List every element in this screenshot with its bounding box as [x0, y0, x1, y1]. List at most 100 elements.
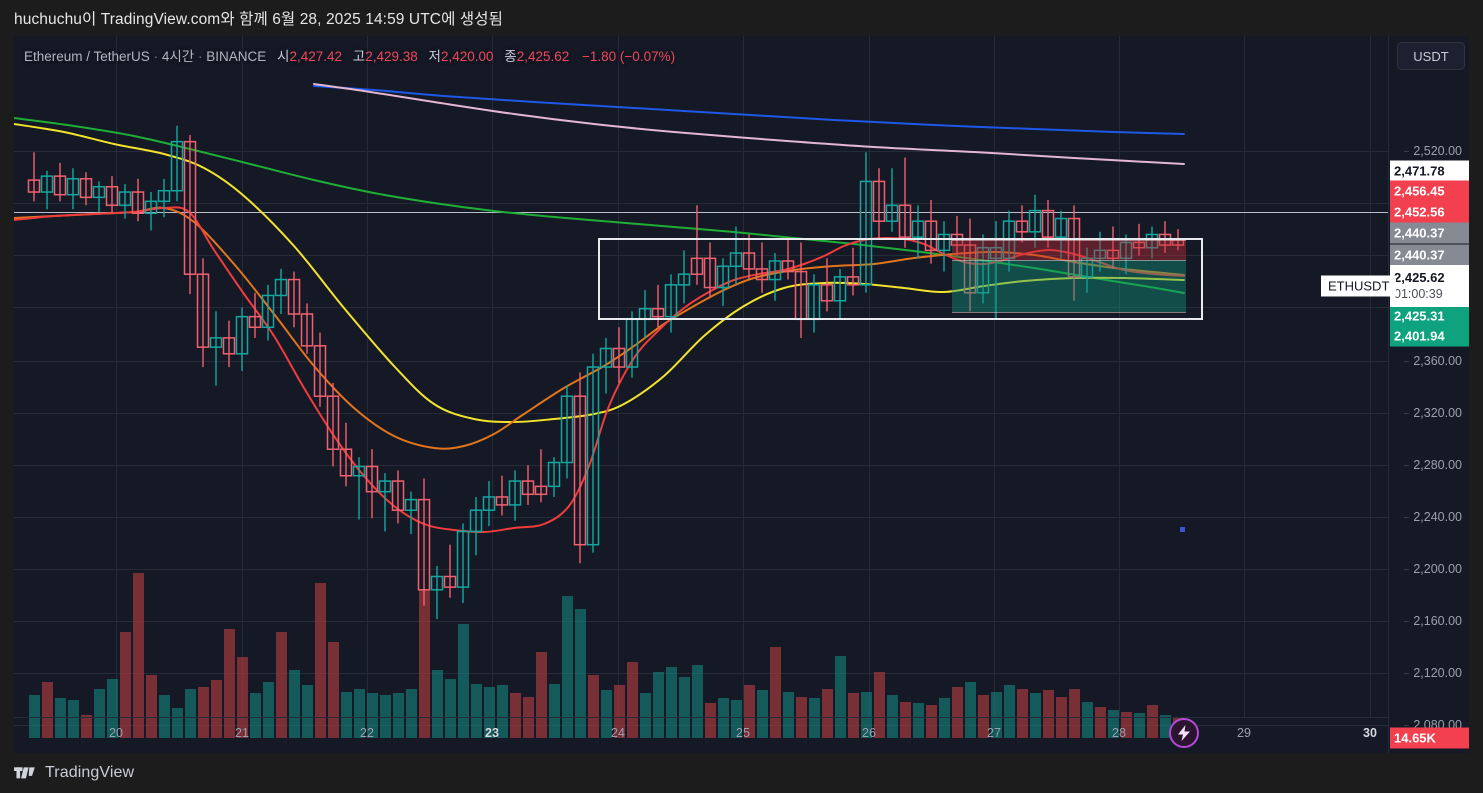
candlestick[interactable] [768, 253, 782, 301]
candlestick[interactable] [1145, 226, 1159, 259]
candlestick[interactable] [859, 152, 873, 293]
candlestick[interactable] [209, 311, 223, 386]
candlestick[interactable] [833, 268, 847, 320]
candlestick[interactable] [820, 258, 834, 312]
candlestick[interactable] [625, 311, 639, 378]
candlestick[interactable] [495, 475, 509, 516]
candlestick[interactable] [183, 135, 197, 295]
candlestick[interactable] [326, 382, 340, 467]
candlestick[interactable] [274, 268, 288, 315]
lightning-bolt-icon[interactable] [1169, 718, 1199, 748]
candlestick[interactable] [781, 237, 795, 280]
candlestick[interactable] [235, 307, 249, 372]
candlestick[interactable] [573, 372, 587, 564]
candlestick[interactable] [157, 178, 171, 218]
candlestick[interactable] [560, 385, 574, 479]
candlestick[interactable] [66, 168, 80, 210]
candlestick[interactable] [885, 168, 899, 232]
candlestick[interactable] [690, 205, 704, 285]
chart-pane[interactable]: Ethereum / TetherUS · 4시간 · BINANCE 시2,4… [14, 36, 1388, 753]
candlestick[interactable] [742, 234, 756, 280]
candlestick[interactable] [508, 470, 522, 521]
candlestick[interactable] [937, 221, 951, 272]
candlestick[interactable] [365, 449, 379, 519]
candlestick[interactable] [703, 242, 717, 299]
candlestick[interactable] [287, 271, 301, 328]
price-axis[interactable]: USDT 2,520.00 2,360.00 2,320.00 2,280.00 2,2… [1388, 36, 1469, 753]
chart-legend[interactable]: Ethereum / TetherUS · 4시간 · BINANCE 시2,4… [24, 45, 675, 65]
candlestick[interactable] [755, 242, 769, 293]
candlestick[interactable] [1080, 247, 1094, 293]
candlestick[interactable] [898, 157, 912, 248]
candlestick[interactable] [53, 162, 67, 202]
rectangle-drawing-tool[interactable] [598, 238, 1203, 320]
candlestick[interactable] [456, 523, 470, 604]
price-level-label[interactable]: 2,456.45 [1390, 180, 1469, 202]
price-level-label[interactable]: 2,471.78 [1390, 160, 1469, 182]
candlestick[interactable] [1054, 210, 1068, 259]
candlestick[interactable] [404, 491, 418, 535]
candlestick[interactable] [469, 496, 483, 556]
candlestick[interactable] [352, 457, 366, 520]
symbol-tag-label[interactable]: ETHUSDT [1321, 275, 1397, 297]
candlestick[interactable] [105, 176, 119, 214]
candlestick[interactable] [1067, 205, 1081, 301]
candlestick[interactable] [40, 170, 54, 210]
candlestick[interactable] [846, 247, 860, 296]
candlestick[interactable] [378, 473, 392, 532]
candlestick[interactable] [1106, 226, 1120, 269]
candlestick[interactable] [872, 168, 886, 240]
candlestick[interactable] [664, 274, 678, 333]
candlestick[interactable] [1119, 234, 1133, 275]
price-level-label[interactable]: 2,452.56 [1390, 201, 1469, 223]
candlestick[interactable] [339, 422, 353, 487]
candlestick[interactable] [547, 457, 561, 497]
candlestick[interactable] [313, 332, 327, 407]
candlestick[interactable] [27, 152, 41, 202]
candlestick[interactable] [924, 199, 938, 264]
price-level-label[interactable]: 2,440.37 [1390, 222, 1469, 244]
zone-edge-line[interactable] [952, 260, 1186, 261]
candlestick-series[interactable] [14, 36, 1388, 753]
zone-edge-line[interactable] [952, 312, 1186, 313]
candlestick[interactable] [261, 284, 275, 341]
candlestick[interactable] [911, 205, 925, 259]
candlestick[interactable] [612, 327, 626, 383]
candlestick[interactable] [586, 353, 600, 553]
price-level-label[interactable]: 2,401.94 [1390, 325, 1469, 347]
candlestick[interactable] [677, 250, 691, 304]
candlestick[interactable] [391, 470, 405, 524]
current-price-label[interactable]: 2,425.62 01:00:39 [1390, 265, 1469, 307]
take-profit-zone[interactable] [952, 260, 1186, 312]
candlestick[interactable] [651, 284, 665, 328]
candlestick[interactable] [196, 258, 210, 368]
candlestick[interactable] [443, 544, 457, 598]
zone-edge-line[interactable] [952, 240, 1186, 241]
candlestick[interactable] [1015, 205, 1029, 243]
candlestick[interactable] [118, 184, 132, 219]
candlestick[interactable] [170, 125, 184, 202]
candlestick[interactable] [92, 181, 106, 212]
time-axis[interactable]: 20 21 22 23 24 25 26 27 28 29 30 [14, 717, 1388, 753]
candlestick[interactable] [144, 192, 158, 231]
candlestick[interactable] [521, 465, 535, 505]
legend-interval[interactable]: 4시간 [161, 49, 195, 64]
candlestick[interactable] [79, 172, 93, 206]
candlestick[interactable] [729, 226, 743, 285]
candlestick[interactable] [300, 303, 314, 354]
chart-frame[interactable]: Ethereum / TetherUS · 4시간 · BINANCE 시2,4… [14, 36, 1469, 753]
candlestick[interactable] [599, 337, 613, 394]
volume-value-badge[interactable]: 14.65K [1390, 727, 1469, 749]
candlestick[interactable] [131, 178, 145, 222]
candlestick[interactable] [222, 320, 236, 368]
legend-symbol[interactable]: Ethereum / TetherUS [24, 49, 150, 64]
candlestick[interactable] [430, 565, 444, 619]
candlestick[interactable] [534, 449, 548, 503]
currency-toggle-button[interactable]: USDT [1397, 42, 1465, 70]
candlestick[interactable] [716, 258, 730, 307]
price-level-label[interactable]: 2,425.31 [1390, 305, 1469, 327]
candlestick[interactable] [976, 234, 990, 304]
candlestick[interactable] [417, 478, 431, 606]
stop-loss-zone[interactable] [952, 240, 1186, 260]
price-level-label[interactable]: 2,440.37 [1390, 244, 1469, 266]
